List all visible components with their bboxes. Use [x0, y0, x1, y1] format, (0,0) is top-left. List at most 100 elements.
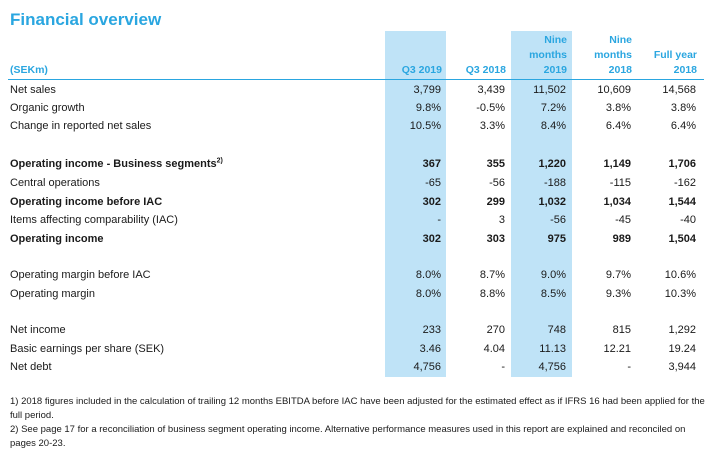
cell: - [501, 361, 505, 373]
cell: 1,220 [538, 158, 566, 170]
footnote-ref: 2) [216, 157, 223, 165]
header-full-year-2018: Full year 2018 [635, 48, 697, 78]
cell: -115 [609, 177, 631, 189]
row-label: Items affecting comparability (IAC) [10, 214, 178, 226]
header-nine-months-2018: Nine months 2018 [570, 33, 632, 78]
row-label: Operating income - Business segments2) [10, 155, 223, 173]
cell: 10,609 [597, 84, 631, 96]
cell: 14,568 [662, 84, 696, 96]
cell: 303 [486, 233, 505, 245]
cell: 1,292 [668, 324, 696, 336]
cell: 367 [422, 158, 441, 170]
header-line: 2018 [608, 64, 632, 76]
unit-header: (SEKm) [10, 64, 48, 76]
header-line: months [529, 49, 567, 61]
table-row: Operating margin 8.0% 8.8% 8.5% 9.3% 10.… [0, 285, 720, 303]
table-row: Change in reported net sales 10.5% 3.3% … [0, 117, 720, 135]
cell: 9.3% [605, 288, 631, 300]
cell: 8.8% [479, 288, 505, 300]
page-title: Financial overview [10, 10, 162, 29]
cell: 1,504 [668, 233, 696, 245]
cell: 3.3% [479, 120, 505, 132]
table-row: Net income 233 270 748 815 1,292 [0, 321, 720, 339]
cell: 4,756 [413, 361, 441, 373]
header-line: Full year [653, 49, 697, 61]
cell: -56 [550, 214, 566, 226]
footnote-1: 1) 2018 figures included in the calculat… [10, 396, 705, 421]
cell: 975 [547, 233, 566, 245]
row-label-text: Operating income - Business segments [10, 158, 217, 170]
cell: - [627, 361, 631, 373]
cell: 3,439 [477, 84, 505, 96]
cell: -162 [673, 177, 696, 189]
cell: 1,149 [603, 158, 631, 170]
cell: 8.0% [415, 269, 441, 281]
header-q3-2019: Q3 2019 [401, 64, 442, 76]
table-row: Central operations -65 -56 -188 -115 -16… [0, 174, 720, 192]
cell: 9.0% [540, 269, 566, 281]
header-line: 2018 [673, 64, 697, 76]
table-row: Basic earnings per share (SEK) 3.46 4.04… [0, 340, 720, 358]
header-line: Nine [609, 34, 632, 46]
table-row: Operating margin before IAC 8.0% 8.7% 9.… [0, 266, 720, 284]
cell: -65 [425, 177, 441, 189]
cell: -40 [680, 214, 696, 226]
q3-2019-column-highlight [385, 31, 446, 377]
cell: 1,544 [668, 196, 696, 208]
table-row: Net sales 3,799 3,439 11,502 10,609 14,5… [0, 81, 720, 99]
header-q3-2018: Q3 2018 [465, 64, 506, 76]
cell: 10.3% [664, 288, 696, 300]
header-divider [8, 79, 704, 80]
cell: 8.0% [415, 288, 441, 300]
cell: 989 [612, 233, 631, 245]
cell: 8.5% [540, 288, 566, 300]
cell: 8.4% [540, 120, 566, 132]
cell: 233 [422, 324, 441, 336]
cell: 3 [498, 214, 505, 226]
cell: 1,032 [538, 196, 566, 208]
row-label: Operating income before IAC [10, 196, 163, 208]
cell: -188 [543, 177, 566, 189]
nine-months-2019-column-highlight [511, 31, 572, 377]
cell: 4.04 [483, 343, 505, 355]
cell: 3.8% [670, 102, 696, 114]
cell: -56 [489, 177, 505, 189]
cell: 815 [612, 324, 631, 336]
cell: 4,756 [538, 361, 566, 373]
footnote-2: 2) See page 17 for a reconciliation of b… [10, 424, 686, 449]
cell: 10.6% [664, 269, 696, 281]
row-label: Basic earnings per share (SEK) [10, 343, 165, 355]
table-row: Operating income before IAC 302 299 1,03… [0, 193, 720, 211]
cell: - [437, 214, 441, 226]
table-row: Organic growth 9.8% -0.5% 7.2% 3.8% 3.8% [0, 99, 720, 117]
row-label: Operating income [10, 233, 104, 245]
header-nine-months-2019: Nine months 2019 [505, 33, 567, 78]
table-row: Net debt 4,756 - 4,756 - 3,944 [0, 358, 720, 376]
table-row: Operating income - Business segments2) 3… [0, 155, 720, 173]
cell: 12.21 [603, 343, 631, 355]
cell: 299 [486, 196, 505, 208]
cell: 6.4% [605, 120, 631, 132]
cell: -0.5% [476, 102, 505, 114]
table-row: Operating income 302 303 975 989 1,504 [0, 230, 720, 248]
cell: 302 [422, 233, 441, 245]
row-label: Net sales [10, 84, 56, 96]
cell: 3.46 [419, 343, 441, 355]
cell: -45 [615, 214, 631, 226]
row-label: Operating margin before IAC [10, 269, 151, 281]
header-line: months [594, 49, 632, 61]
cell: 8.7% [479, 269, 505, 281]
row-label: Operating margin [10, 288, 95, 300]
cell: 3,799 [413, 84, 441, 96]
table-row: Items affecting comparability (IAC) - 3 … [0, 211, 720, 229]
cell: 270 [486, 324, 505, 336]
cell: 1,706 [668, 158, 696, 170]
header-line: 2019 [543, 64, 567, 76]
cell: 1,034 [603, 196, 631, 208]
cell: 3,944 [668, 361, 696, 373]
cell: 6.4% [670, 120, 696, 132]
cell: 3.8% [605, 102, 631, 114]
cell: 9.8% [415, 102, 441, 114]
row-label: Net debt [10, 361, 52, 373]
cell: 355 [486, 158, 505, 170]
